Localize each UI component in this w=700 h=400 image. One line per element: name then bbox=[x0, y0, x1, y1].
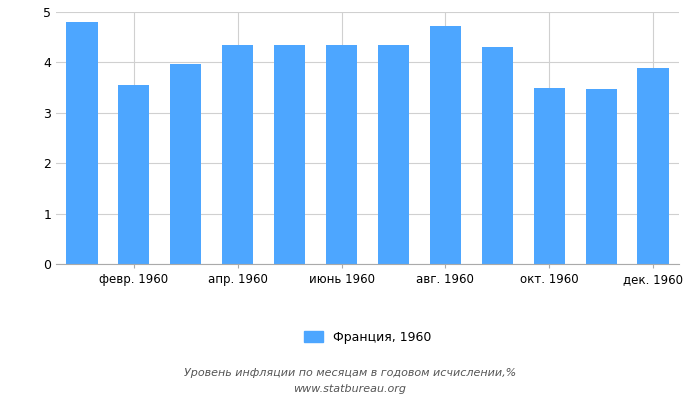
Bar bbox=[222, 45, 253, 264]
Bar bbox=[638, 68, 668, 264]
Bar bbox=[533, 88, 565, 264]
Text: www.statbureau.org: www.statbureau.org bbox=[293, 384, 407, 394]
Bar bbox=[170, 64, 202, 264]
Bar bbox=[482, 47, 513, 264]
Legend: Франция, 1960: Франция, 1960 bbox=[299, 326, 436, 349]
Bar bbox=[118, 85, 150, 264]
Bar bbox=[430, 26, 461, 264]
Bar bbox=[326, 45, 357, 264]
Bar bbox=[378, 45, 409, 264]
Bar bbox=[274, 45, 305, 264]
Bar bbox=[585, 89, 617, 264]
Text: Уровень инфляции по месяцам в годовом исчислении,%: Уровень инфляции по месяцам в годовом ис… bbox=[184, 368, 516, 378]
Bar bbox=[66, 22, 97, 264]
